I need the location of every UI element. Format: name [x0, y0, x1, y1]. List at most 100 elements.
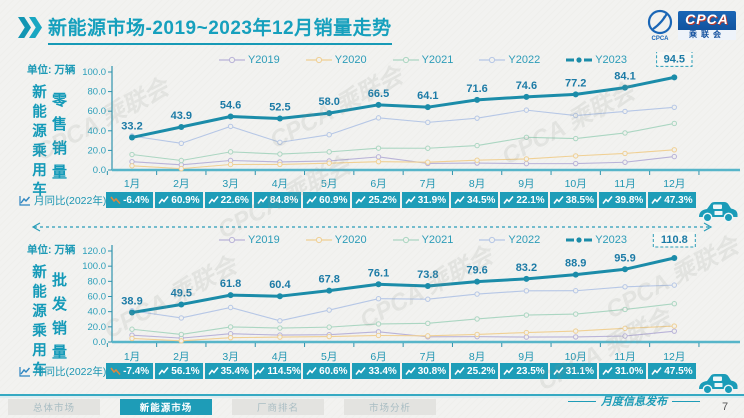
legend: Y2019 Y2020 Y2021 Y2022 Y2023 [113, 234, 733, 246]
month-label: 4月 [272, 178, 288, 190]
y-tick-label: 80.0 [88, 87, 107, 98]
trend-up-icon [254, 367, 265, 375]
car-icon [699, 202, 738, 223]
yoy-value: 22.6% [220, 194, 249, 206]
legend-label: Y2019 [247, 54, 280, 66]
side-title: 新能源乘用车 [30, 84, 46, 201]
trend-down-icon [110, 196, 121, 204]
unit-label: 单位: 万辆 [27, 244, 76, 256]
data-label: 60.4 [269, 279, 291, 291]
data-label: 74.6 [516, 80, 537, 92]
month-label: 2月 [173, 351, 189, 363]
tab-总体市场[interactable]: 总体市场 [8, 399, 100, 415]
footer-divider [0, 394, 744, 396]
yoy-cell: 31.9% [401, 192, 450, 208]
legend: Y2019 Y2020 Y2021 Y2022 Y2023 [113, 54, 733, 66]
yoy-value: 38.5% [565, 194, 594, 206]
yoy-value: 25.2% [467, 365, 496, 377]
month-label: 5月 [321, 351, 337, 363]
y-tick-label: 20.0 [88, 145, 107, 156]
month-label: 10月 [565, 178, 587, 190]
trend-up-icon [454, 196, 465, 204]
yoy-cell: 30.8% [401, 363, 450, 379]
metric-title: 批发销量 [50, 272, 67, 368]
y-tick-label: 80.0 [88, 276, 107, 287]
stamp: 月度信息发布 [568, 393, 700, 409]
yoy-value: 25.2% [368, 194, 397, 206]
logo-name: 乘联会 [678, 29, 736, 40]
month-label: 7月 [420, 178, 436, 190]
last-value-box [652, 232, 696, 248]
trend-up-icon [553, 367, 564, 375]
month-label: 6月 [370, 351, 386, 363]
legend-marker-icon [479, 236, 506, 244]
legend-marker-icon [566, 57, 593, 63]
yoy-cell: 23.5% [500, 363, 548, 379]
data-label: 88.9 [565, 258, 586, 270]
separator-dashed-line [31, 222, 713, 232]
trend-up-icon [306, 196, 317, 204]
yoy-cell: 60.9% [303, 192, 351, 208]
legend-marker-icon [305, 236, 332, 244]
yoy-cell: 33.4% [352, 363, 400, 379]
legend-label: Y2023 [595, 54, 628, 66]
y-tick-label: 40.0 [88, 126, 107, 137]
yoy-cell: 34.5% [451, 192, 499, 208]
month-label: 12月 [663, 178, 685, 190]
footer-tabs: 总体市场 新能源市场 厂商排名 市场分析 [8, 399, 436, 415]
legend-item-Y2022: Y2022 [479, 54, 540, 66]
yoy-value: 30.8% [417, 365, 447, 377]
y-tick-label: 60.0 [88, 292, 107, 303]
legend-item-Y2021: Y2021 [392, 234, 453, 246]
trend-up-icon [503, 367, 514, 375]
legend-item-Y2021: Y2021 [392, 54, 453, 66]
legend-marker-icon [392, 236, 419, 244]
month-label: 11月 [614, 178, 635, 190]
stamp-dash [672, 400, 700, 402]
y-tick-label: 100.0 [82, 261, 106, 272]
tab-市场分析[interactable]: 市场分析 [344, 399, 436, 415]
month-label: 8月 [469, 178, 485, 190]
yoy-cell: 47.3% [648, 192, 696, 208]
yoy-value: 22.1% [516, 194, 545, 206]
data-label: 71.6 [466, 83, 487, 95]
tab-厂商排名[interactable]: 厂商排名 [232, 399, 324, 415]
retail-chart-block: Y2019 Y2020 Y2021 Y2022 Y2023 单位: 万辆 新能源乘用车 … [0, 52, 744, 232]
data-label: 64.1 [417, 90, 438, 102]
yoy-value: 60.6% [319, 365, 348, 377]
trend-up-icon [602, 196, 613, 204]
legend-label: Y2023 [595, 234, 628, 246]
y-tick-label: 0.0 [93, 337, 106, 348]
legend-item-Y2019: Y2019 [218, 54, 280, 66]
data-label: 73.8 [417, 269, 438, 281]
month-label: 1月 [124, 178, 140, 190]
trend-up-icon [306, 367, 317, 375]
trend-up-icon [158, 196, 169, 204]
yoy-value: 114.5% [267, 365, 301, 377]
trend-down-icon [110, 367, 121, 375]
month-label: 3月 [222, 351, 238, 363]
data-label: 61.8 [220, 278, 241, 290]
data-label: 33.2 [121, 120, 142, 132]
month-label: 2月 [173, 178, 189, 190]
data-label: 43.9 [171, 110, 192, 122]
data-label: 95.9 [614, 252, 635, 264]
yoy-value: -7.4% [123, 365, 150, 377]
yoy-cell: 31.0% [598, 363, 647, 379]
yoy-cell: 84.8% [253, 192, 302, 208]
series-line-Y2019 [131, 156, 675, 166]
yoy-value: 60.9% [171, 194, 200, 206]
tab-新能源市场[interactable]: 新能源市场 [120, 399, 212, 415]
legend-item-Y2023: Y2023 [566, 234, 627, 246]
month-label: 4月 [272, 351, 288, 363]
yoy-value: 47.5% [664, 365, 693, 377]
trend-up-icon [158, 367, 169, 375]
trend-up-icon [355, 367, 367, 375]
legend-label: Y2020 [334, 234, 367, 246]
data-label: 66.5 [368, 88, 389, 100]
trend-up-icon [553, 196, 564, 204]
month-label: 9月 [518, 178, 534, 190]
yoy-row: -7.4% 56.1% 35.4% 114.5% 60.6% 33.4% 30.8% 25.2… [106, 363, 696, 379]
yoy-value: 33.4% [368, 365, 397, 377]
